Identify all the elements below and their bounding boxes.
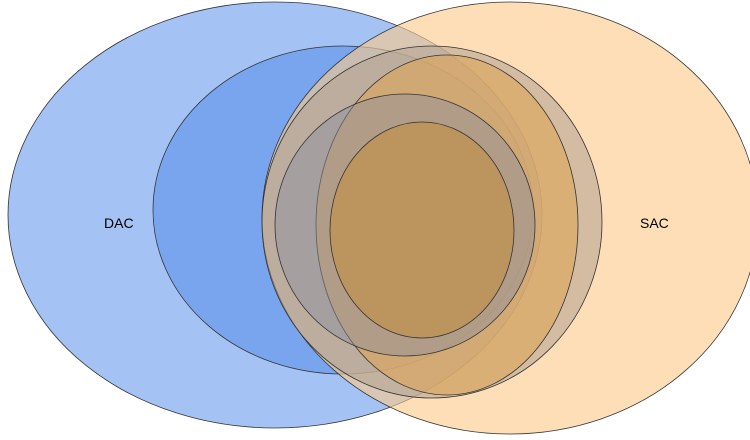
- sac-label: SAC: [640, 215, 669, 231]
- core-ellipse: [329, 121, 515, 339]
- dac-label: DAC: [104, 215, 134, 231]
